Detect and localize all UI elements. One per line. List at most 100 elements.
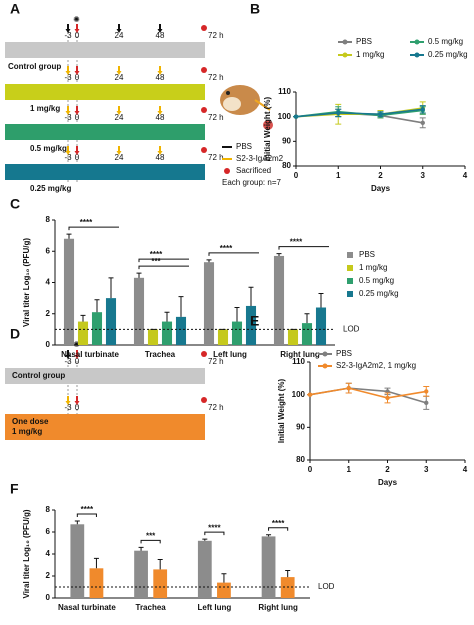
bar (261, 536, 276, 598)
bar (287, 329, 299, 345)
x-tick-label: 1 (336, 171, 341, 180)
arrow-head (65, 111, 71, 115)
arrow-head (65, 71, 71, 75)
bar (217, 329, 229, 345)
significance-label: **** (80, 218, 93, 227)
y-axis-title: Viral titer Log₁₀ (PFU/g) (22, 509, 31, 598)
bar (315, 307, 327, 345)
bar (133, 277, 145, 345)
reference-label: LOD (343, 324, 360, 333)
arrow-head (74, 111, 80, 115)
legend-swatch (347, 278, 353, 284)
legend-swatch (322, 351, 328, 357)
y-tick-label: 2 (46, 571, 51, 580)
x-tick-label: Trachea (136, 603, 167, 612)
arrow-head (65, 355, 71, 359)
legend-swatch (224, 168, 230, 174)
group-bar (5, 368, 205, 384)
significance-bracket (76, 513, 97, 517)
point (424, 389, 429, 394)
significance-bracket (138, 258, 189, 263)
bar (77, 321, 89, 345)
point (385, 395, 390, 401)
bar (217, 582, 231, 598)
arrow-head (74, 355, 80, 359)
virus-icon: ✺ (73, 15, 80, 24)
error-bar (178, 296, 184, 317)
bar (245, 305, 257, 345)
group-bar (5, 84, 205, 100)
error-bar (206, 259, 212, 263)
note: Each group: n=7 (222, 178, 281, 187)
arrow-head (65, 401, 71, 405)
y-tick-label: 90 (282, 136, 291, 145)
legend-label: 0.5 mg/kg (359, 276, 394, 285)
x-tick-label: Right lung (258, 603, 298, 612)
sacrifice-dot (201, 107, 207, 113)
point (420, 120, 425, 126)
timepoint-label: 72 h (208, 31, 224, 40)
group-bar (5, 124, 205, 140)
group-bar (5, 42, 205, 58)
group-label: 0.5 mg/kg (30, 144, 67, 153)
significance-label: **** (272, 519, 285, 528)
significance-label: *** (146, 532, 156, 541)
sacrifice-dot (201, 351, 207, 357)
significance-label: **** (150, 250, 163, 259)
legend-swatch (347, 252, 353, 258)
timepoint-label: -3 (64, 357, 72, 366)
point (378, 112, 383, 117)
timepoint-label: 48 (156, 153, 165, 162)
legend-label: PBS (359, 250, 375, 259)
x-tick-label: 0 (308, 465, 313, 474)
legend-swatch (347, 291, 353, 297)
significance-label: *** (151, 257, 161, 266)
arrow-head (116, 111, 122, 115)
error-bar (94, 299, 100, 313)
legend-swatch (414, 52, 420, 58)
legend-label: 0.5 mg/kg (428, 37, 463, 46)
y-tick-label: 0 (46, 593, 51, 602)
sacrifice-dot (201, 147, 207, 153)
legend-swatch (342, 39, 348, 45)
group-label: 1 mg/kg (12, 427, 42, 436)
x-tick-label: 3 (421, 171, 426, 180)
timepoint-label: -3 (64, 403, 72, 412)
timepoint-label: -3 (64, 153, 72, 162)
error-bar (221, 573, 227, 583)
bar (175, 316, 187, 345)
timepoint-label: 0 (75, 31, 80, 40)
y-axis-title: Viral titer Log₁₀ (PFU/g) (22, 238, 31, 327)
point (420, 107, 425, 112)
point (385, 389, 390, 394)
error-bar (248, 286, 254, 306)
error-bar (80, 314, 86, 322)
hamster-icon (220, 85, 273, 130)
arrow-head (74, 71, 80, 75)
timepoint-label: 24 (115, 153, 124, 162)
error-bar (66, 233, 72, 239)
error-bar (234, 307, 240, 322)
y-tick-label: 6 (46, 246, 51, 255)
error-bar (202, 538, 208, 541)
bar (134, 550, 148, 598)
x-tick-label: 4 (463, 171, 468, 180)
x-tick-label: Trachea (145, 350, 176, 359)
arrow-head (116, 29, 122, 33)
point (336, 110, 341, 116)
y-tick-label: 8 (46, 505, 51, 514)
x-tick-label: 1 (347, 465, 352, 474)
point (424, 400, 429, 406)
group-bar (5, 164, 205, 180)
significance-bracket (208, 252, 259, 256)
y-axis-title: Initial Weight (%) (263, 97, 272, 162)
series-line (295, 108, 423, 118)
legend-label: PBS (356, 37, 372, 46)
x-axis-title: Days (371, 184, 391, 193)
legend-swatch (347, 265, 353, 271)
x-tick-label: 2 (378, 171, 383, 180)
timepoint-label: 0 (75, 403, 80, 412)
x-tick-label: Nasal turbinate (61, 350, 119, 359)
group-bar (5, 414, 205, 440)
bar (231, 321, 243, 345)
